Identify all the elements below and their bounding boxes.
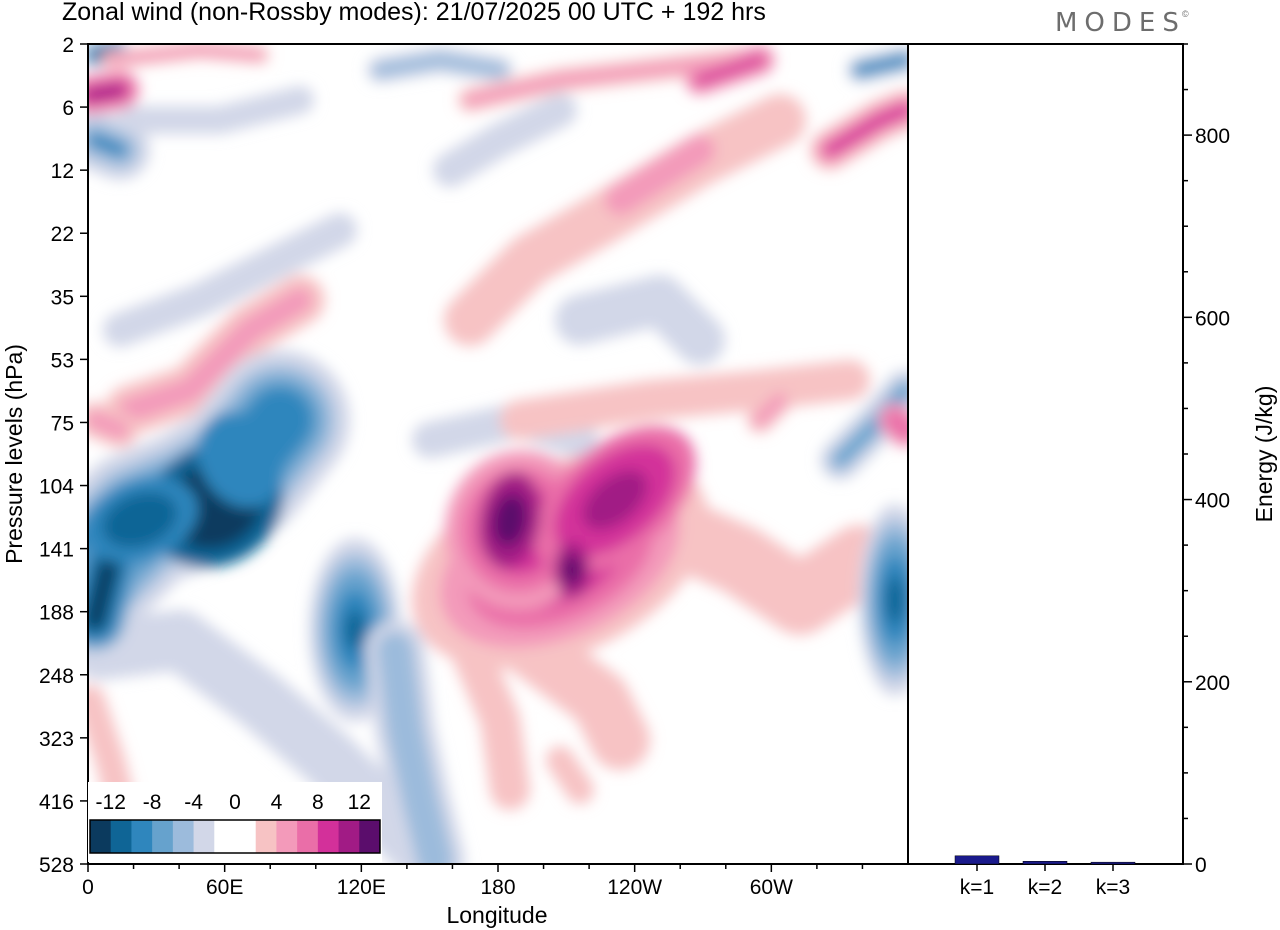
copyright-mark: ©	[1182, 9, 1189, 19]
colorbar-label: -4	[184, 791, 203, 814]
y-tick-label: 528	[39, 854, 74, 877]
energy-tick-label: 800	[1195, 125, 1230, 148]
positive-band-east	[825, 105, 908, 155]
negative-cell-east	[886, 576, 904, 624]
colorbar-swatch	[297, 820, 319, 853]
positive-band-mid	[118, 288, 312, 422]
x-tick-label: 0	[82, 876, 94, 899]
energy-category-label: k=3	[1096, 876, 1130, 899]
energy-axis-title: Energy (J/kg)	[1251, 386, 1277, 523]
energy-bar-k=3	[1090, 861, 1136, 865]
y-tick-label: 188	[39, 602, 74, 625]
weak-negative-band	[103, 213, 357, 347]
negative-tail	[377, 632, 453, 864]
chart-title: Zonal wind (non-Rossby modes): 21/07/202…	[62, 0, 766, 26]
negative-jet-west	[88, 552, 118, 628]
negative-cell-120e	[345, 610, 365, 650]
positive-band	[605, 135, 715, 215]
weak-negative-band	[116, 86, 314, 134]
positive-jet-core-2	[563, 556, 581, 584]
y-tick-label: 6	[62, 97, 74, 120]
positive-band-low	[450, 630, 530, 810]
colorbar-frame	[89, 819, 381, 854]
y-tick-label: 248	[39, 665, 74, 688]
y-tick-label: 35	[51, 286, 74, 309]
y-tick-label: 22	[51, 223, 74, 246]
colorbar-label: -12	[96, 791, 126, 814]
positive-band-top	[464, 54, 746, 106]
x-tick-label: 60E	[206, 876, 243, 899]
colorbar-swatch	[193, 820, 215, 853]
y-tick-label: 2	[62, 34, 74, 57]
colorbar-swatch	[214, 820, 236, 853]
negative-band-upper	[88, 133, 127, 157]
colorbar-swatch	[152, 820, 174, 853]
y-tick-label: 416	[39, 791, 74, 814]
colorbar-label: 0	[229, 791, 241, 814]
colorbar-label: 8	[312, 791, 324, 814]
colorbar-swatch	[172, 820, 195, 853]
energy-bar-k=1	[954, 855, 1000, 865]
colorbar-label: -8	[143, 791, 162, 814]
colorbar-swatch	[235, 820, 257, 853]
colorbar-swatch	[131, 820, 153, 853]
y-tick-label: 323	[39, 728, 74, 751]
weak-negative-band	[433, 93, 577, 187]
x-tick-label: 120E	[337, 876, 386, 899]
positive-spot	[88, 411, 129, 439]
weak-negative-band	[555, 275, 725, 365]
colorbar-label: 4	[271, 791, 283, 814]
x-axis-title: Longitude	[446, 902, 547, 928]
negative-jet-arm	[102, 492, 178, 548]
negative-band-top-east	[856, 56, 908, 74]
axes: 2 6 12 22 35 53 75 104 141 188 248 323 416 528 Pressur…	[1, 34, 1184, 928]
weak-positive-band	[444, 94, 806, 346]
colorbar-swatch	[110, 820, 132, 853]
colorbar-swatch	[359, 820, 381, 853]
wind-field	[88, 44, 908, 864]
y-axis-title: Pressure levels (hPa)	[1, 344, 27, 564]
positive-spot	[885, 410, 908, 440]
x-tick-label: 180	[480, 876, 515, 899]
positive-band-top	[105, 45, 265, 65]
colorbar-swatch	[255, 820, 277, 853]
energy-tick-label: 600	[1195, 307, 1230, 330]
energy-tick-label: 400	[1195, 490, 1230, 513]
y-tick-label: 12	[51, 160, 74, 183]
positive-core-northwest	[88, 85, 125, 100]
colorbar-swatch	[276, 820, 298, 853]
positive-jet-east	[582, 470, 648, 530]
field-shapes	[88, 44, 908, 864]
colorbar-swatch	[338, 820, 360, 853]
y-tick-label: 75	[51, 412, 74, 435]
energy-category-label: k=2	[1028, 876, 1062, 899]
positive-core-top	[696, 56, 764, 84]
energy-tick-label: 200	[1195, 672, 1230, 695]
modes-logo: MODES	[1055, 8, 1186, 38]
x-tick-label: 120W	[607, 876, 662, 899]
y-tick-label: 104	[39, 476, 74, 499]
energy-bars: 0 200 400 600 800 Energy (J/kg) k=1 k=2 k=3	[954, 43, 1277, 899]
colorbar-swatch	[317, 820, 340, 853]
colorbar-swatch	[90, 820, 112, 853]
positive-jet-core	[493, 493, 527, 547]
positive-spot	[546, 746, 594, 804]
colorbar: -12 -8 -4 0 4 8 12	[88, 782, 382, 862]
positive-spot	[753, 393, 787, 427]
energy-frame	[907, 43, 1184, 865]
energy-tick-label: 0	[1195, 854, 1207, 877]
energy-category-label: k=1	[960, 876, 994, 899]
y-tick-label: 141	[39, 539, 74, 562]
x-tick-label: 60W	[750, 876, 793, 899]
weak-positive-band	[500, 360, 870, 440]
colorbar-label: 12	[348, 791, 371, 814]
y-tick-label: 53	[51, 349, 74, 372]
negative-band-top	[373, 53, 507, 77]
negative-jet-arm	[197, 412, 283, 508]
energy-bar-k=2	[1022, 861, 1068, 865]
